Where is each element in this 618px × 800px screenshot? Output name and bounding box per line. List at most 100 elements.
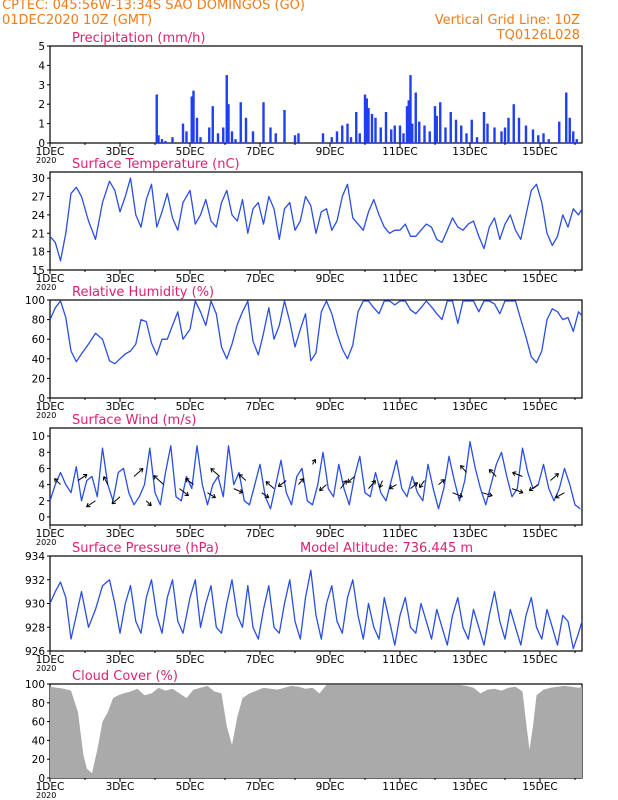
precip-bar [211,106,214,143]
precip-bar [407,100,410,143]
y-tick-label: 60 [32,334,45,346]
x-tick-label: 5DEC [176,401,205,413]
wind-arrow-head [554,473,559,478]
x-tick-label: 5DEC [176,528,205,540]
wind-arrow [419,480,425,488]
precip-bar [409,75,412,143]
wind-arrow-head [458,493,463,498]
precip-bar [500,131,503,143]
precip-bar [225,75,228,143]
precip-bar [297,133,300,143]
y-tick-label: 4 [38,60,45,72]
wind-arrow-head [238,474,244,479]
year-label: 2020 [36,538,56,547]
wind-arrow-head [238,489,244,494]
precip-bar [517,117,521,143]
x-tick-label: 15DEC [522,654,557,666]
year-label: 2020 [36,283,56,292]
wind-arrow-head [111,499,117,505]
y-tick-label: 80 [32,315,45,327]
wind-arrow [452,492,463,498]
x-tick-label: 13DEC [452,654,487,666]
precip-bar [465,133,468,143]
precip-bar [390,129,393,143]
x-tick-label: 3DEC [106,654,135,666]
wind-arrow [319,484,327,491]
y-tick-label: 0 [38,512,45,524]
wind-arrow [133,468,144,477]
precip-bar [575,139,578,143]
y-tick-label: 930 [25,599,45,611]
y-tick-label: 4 [38,480,45,492]
wind-arrow-head [378,483,384,488]
precip-bar [411,123,414,143]
precip-bar [439,102,442,143]
wind-arrow [340,480,347,489]
temp-title: Surface Temperature (nC) [72,157,240,172]
precip-bar [512,104,515,143]
precip-bar [568,117,571,143]
x-tick-label: 5DEC [176,146,205,158]
pres-series-line [49,569,583,650]
year-label: 2020 [36,791,56,800]
precip-bar [349,137,353,143]
x-tick-label: 15DEC [522,273,557,285]
wind-arrow-head [389,484,394,490]
wind-arrow-head [488,492,493,498]
y-tick-label: 926 [25,646,45,658]
precip-bar [367,108,370,143]
precip-bar [160,139,164,143]
wind-arrow-head [488,469,494,474]
y-tick-label: 21 [32,228,45,240]
wind-arrow-head [54,478,59,483]
precip-bar [428,131,431,143]
wind-arrow [438,479,445,485]
precip-bar [341,125,344,143]
wind-arrow [185,478,194,485]
panel-precip: 0 1 2 3 4 5 1DEC 3DEC 5DEC 7DEC 9DEC 11DEC 13DEC 15DE… [36,31,583,165]
precip-bar [346,123,349,143]
precip-bar [195,117,199,143]
precip-bar [185,131,188,143]
precip-bar [269,127,272,143]
precip-bar [572,131,575,143]
y-tick-label: 80 [32,698,45,710]
wind-arrow-head [185,478,190,483]
station-header: CPTEC: 045:56W-13:34S SAO DOMINGOS (GO) [2,0,305,13]
x-tick-label: 1DEC [36,781,65,793]
precip-bar [222,127,225,143]
y-tick-label: 60 [32,717,45,729]
x-tick-label: 9DEC [316,273,345,285]
wind-arrow [277,480,287,487]
plot-frame [49,427,583,526]
wind-title: Surface Wind (m/s) [72,413,196,428]
precip-bar [475,137,479,143]
wind-arrow-head [440,479,445,484]
x-tick-label: 15DEC [522,781,557,793]
wind-arrow-head [460,464,465,470]
wind-arrow-head [210,468,215,473]
x-tick-label: 3DEC [106,401,135,413]
x-tick-label: 7DEC [246,781,275,793]
panel-wind: 0 2 4 6 8 10 1DEC 3DEC 5DEC 7DEC 9DEC 11DEC 13DEC 15D… [32,413,583,547]
precip-bar [355,111,358,143]
precip-bar [542,133,545,143]
precip-bar [470,119,473,143]
precip-bar [216,133,220,143]
precip-bar [227,104,230,143]
wind-arrow [482,492,493,497]
x-tick-label: 5DEC [176,654,205,666]
wind-arrow [410,482,418,490]
rh-title: Relative Humidity (%) [72,285,214,300]
x-tick-label: 7DEC [246,654,275,666]
precip-bar [393,125,396,143]
wind-arrow [550,473,559,481]
precip-bar [444,127,447,143]
rh-series-line [49,300,583,365]
precip-bar [449,111,452,143]
x-tick-label: 11DEC [382,401,417,413]
x-tick-label: 15DEC [522,528,557,540]
wind-arrow [298,478,304,485]
wind-arrow-head [311,458,317,464]
